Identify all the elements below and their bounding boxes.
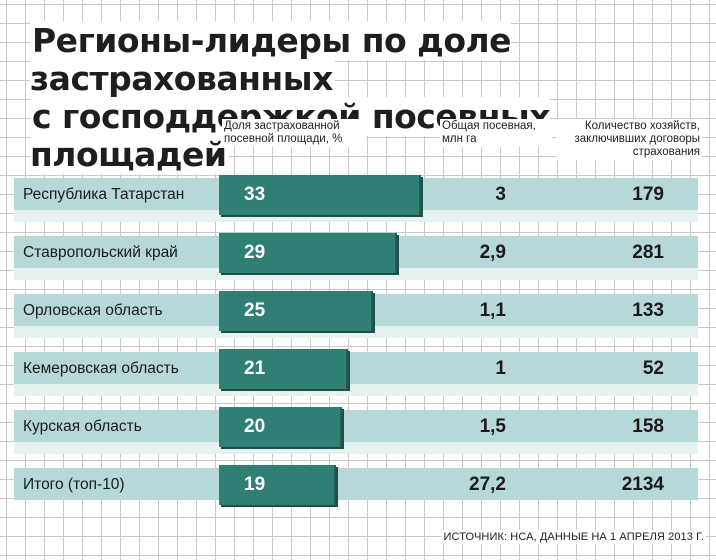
category-label: Курская область xyxy=(23,418,142,435)
area-value-label: 1,1 xyxy=(479,300,506,321)
share-value-label: 25 xyxy=(244,300,266,321)
farms-value-label: 158 xyxy=(632,416,664,437)
share-value-label: 20 xyxy=(244,416,266,437)
row-separator xyxy=(14,384,698,396)
share-value-label: 33 xyxy=(244,184,266,205)
share-bar xyxy=(219,349,348,389)
chart-row: Курская область 20 1,5 158 xyxy=(14,407,698,454)
share-bar xyxy=(219,407,342,447)
share-value-label: 29 xyxy=(244,242,266,263)
chart-row: Республика Татарстан 33 3 179 xyxy=(14,175,698,222)
category-label: Орловская область xyxy=(23,302,163,319)
category-label: Ставропольский край xyxy=(23,244,178,261)
category-label: Итого (топ-10) xyxy=(23,476,125,493)
row-separator xyxy=(14,326,698,338)
area-value-label: 1 xyxy=(495,358,506,379)
category-label: Кемеровская область xyxy=(23,360,179,377)
area-value-label: 1,5 xyxy=(479,416,506,437)
row-separator xyxy=(14,210,698,222)
row-background xyxy=(14,352,698,384)
header-area: Общая посевная, млн га xyxy=(440,119,552,147)
chart-row: Орловская область 25 1,1 133 xyxy=(14,291,698,338)
farms-value-label: 133 xyxy=(632,300,664,321)
chart-row: Итого (топ-10) 19 27,2 2134 xyxy=(14,465,698,505)
farms-value-label: 281 xyxy=(632,242,664,263)
share-bar xyxy=(219,233,397,273)
row-background xyxy=(14,468,698,500)
share-value-label: 19 xyxy=(244,474,266,495)
title-line-1: Регионы-лидеры по доле застрахованных xyxy=(30,21,512,98)
area-value-label: 3 xyxy=(495,184,506,205)
row-separator xyxy=(14,268,698,280)
farms-value-label: 179 xyxy=(632,184,664,205)
share-bar xyxy=(219,291,373,331)
chart-row: Ставропольский край 29 2,9 281 xyxy=(14,233,698,280)
share-bar xyxy=(219,465,336,505)
header-share: Доля застрахованной посевной площади, % xyxy=(222,119,366,147)
header-farms: Количество хозяйств, заключивших договор… xyxy=(556,119,702,160)
share-bar xyxy=(219,175,421,215)
row-background xyxy=(14,410,698,442)
chart-row: Кемеровская область 21 1 52 xyxy=(14,349,698,396)
row-separator xyxy=(14,442,698,454)
farms-value-label: 52 xyxy=(642,358,664,379)
farms-value-label: 2134 xyxy=(621,474,664,495)
category-label: Республика Татарстан xyxy=(23,186,185,203)
area-value-label: 27,2 xyxy=(469,474,506,495)
share-value-label: 21 xyxy=(244,358,266,379)
area-value-label: 2,9 xyxy=(479,242,506,263)
source-note: ИСТОЧНИК: НСА, ДАННЫЕ НА 1 АПРЕЛЯ 2013 Г… xyxy=(441,530,706,544)
